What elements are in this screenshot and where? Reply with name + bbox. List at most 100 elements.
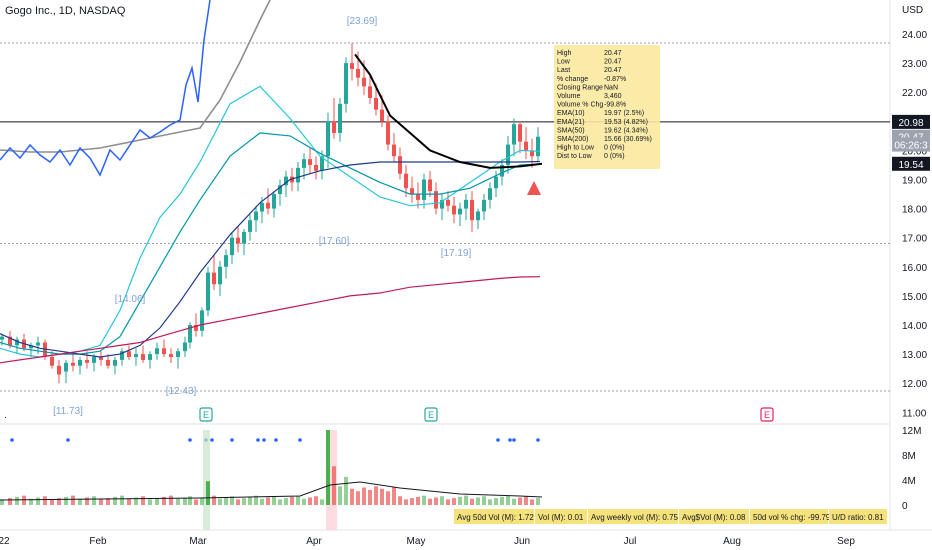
candle-body <box>404 173 408 189</box>
candle[interactable] <box>350 43 354 81</box>
candle[interactable] <box>440 194 444 221</box>
candle[interactable] <box>92 354 96 372</box>
candle[interactable] <box>127 345 131 360</box>
price-tick-label: 16.00 <box>902 263 927 274</box>
candle[interactable] <box>188 322 192 349</box>
candle[interactable] <box>212 255 216 291</box>
candle[interactable] <box>512 118 516 157</box>
candle[interactable] <box>326 112 330 168</box>
candle[interactable] <box>15 336 19 355</box>
candle[interactable] <box>183 336 187 358</box>
candle[interactable] <box>320 150 324 180</box>
candle[interactable] <box>386 115 390 151</box>
candle[interactable] <box>398 147 402 180</box>
candle-body <box>356 68 360 78</box>
candle[interactable] <box>120 348 124 366</box>
volume-bar <box>224 497 228 505</box>
candle[interactable] <box>78 357 82 375</box>
candle[interactable] <box>134 348 138 366</box>
candle[interactable] <box>416 182 420 209</box>
candle[interactable] <box>230 231 234 264</box>
candle-body <box>169 354 173 358</box>
candle[interactable] <box>85 351 89 369</box>
candle[interactable] <box>470 191 474 233</box>
time-tick-label: Sep <box>837 536 855 547</box>
volume-bar <box>440 496 444 505</box>
info-row-label: EMA(21) <box>557 119 585 126</box>
earnings-marker[interactable]: E <box>760 407 774 422</box>
candle[interactable] <box>242 228 246 256</box>
candle[interactable] <box>434 182 438 215</box>
stats-cell <box>454 509 534 524</box>
candle[interactable] <box>536 127 540 163</box>
candle[interactable] <box>332 98 336 139</box>
candle[interactable] <box>314 156 318 180</box>
candle-body <box>458 208 462 215</box>
candle[interactable] <box>236 226 240 253</box>
candle-body <box>200 310 204 331</box>
candle[interactable] <box>169 348 173 363</box>
candle[interactable] <box>446 191 450 212</box>
candle-body <box>206 272 210 311</box>
candle[interactable] <box>206 266 210 317</box>
candle[interactable] <box>272 191 276 218</box>
earnings-marker[interactable]: E <box>199 407 213 422</box>
earnings-label: E <box>203 410 209 420</box>
candle[interactable] <box>308 147 312 174</box>
volume-bar <box>0 499 4 505</box>
candle[interactable] <box>155 342 159 360</box>
time-tick-label: 22 <box>0 536 10 547</box>
volume-bar <box>320 499 324 505</box>
candle[interactable] <box>464 194 468 221</box>
earnings-marker[interactable]: E <box>424 407 438 422</box>
price-annotation: [17.19] <box>441 248 472 259</box>
candle[interactable] <box>176 348 180 369</box>
candle[interactable] <box>422 173 426 209</box>
candle[interactable] <box>524 127 528 160</box>
candle[interactable] <box>284 170 288 197</box>
volume-bar <box>242 498 246 505</box>
candle-body <box>518 124 522 142</box>
candle[interactable] <box>518 121 522 154</box>
candle[interactable] <box>278 179 282 206</box>
price-badge-label: 19.54 <box>898 160 923 171</box>
volume-bar <box>22 495 26 505</box>
candle[interactable] <box>113 357 117 375</box>
candle[interactable] <box>99 351 103 366</box>
candle[interactable] <box>266 188 270 215</box>
candle[interactable] <box>410 176 414 203</box>
candle[interactable] <box>248 214 252 241</box>
candle[interactable] <box>344 57 348 113</box>
candle[interactable] <box>488 182 492 209</box>
candle[interactable] <box>482 194 486 221</box>
volume-bar <box>302 498 306 505</box>
candle[interactable] <box>428 170 432 197</box>
volume-bar <box>127 498 131 505</box>
candle[interactable] <box>530 138 534 168</box>
candle[interactable] <box>392 132 396 163</box>
candle[interactable] <box>148 351 152 369</box>
candle[interactable] <box>224 249 228 279</box>
candle[interactable] <box>71 354 75 372</box>
volume-bar <box>71 495 75 505</box>
candle[interactable] <box>50 351 54 369</box>
candle[interactable] <box>194 313 198 337</box>
candle[interactable] <box>458 202 462 227</box>
info-box: High 20.47 Low 20.47 Last 20.47 % change -0.87%… <box>554 45 660 169</box>
candle[interactable] <box>476 208 480 229</box>
candle[interactable] <box>218 260 222 296</box>
candle[interactable] <box>200 307 204 337</box>
candle[interactable] <box>338 98 342 142</box>
candle[interactable] <box>141 345 145 363</box>
candle[interactable] <box>404 164 408 197</box>
candle[interactable] <box>254 205 258 232</box>
candle[interactable] <box>57 359 61 384</box>
candle[interactable] <box>162 339 166 358</box>
candle[interactable] <box>368 74 372 104</box>
candle[interactable] <box>64 359 68 384</box>
candle[interactable] <box>452 196 456 224</box>
candle[interactable] <box>106 354 110 369</box>
price-tick-label: 19.00 <box>902 176 927 187</box>
volume-bar <box>344 476 348 505</box>
